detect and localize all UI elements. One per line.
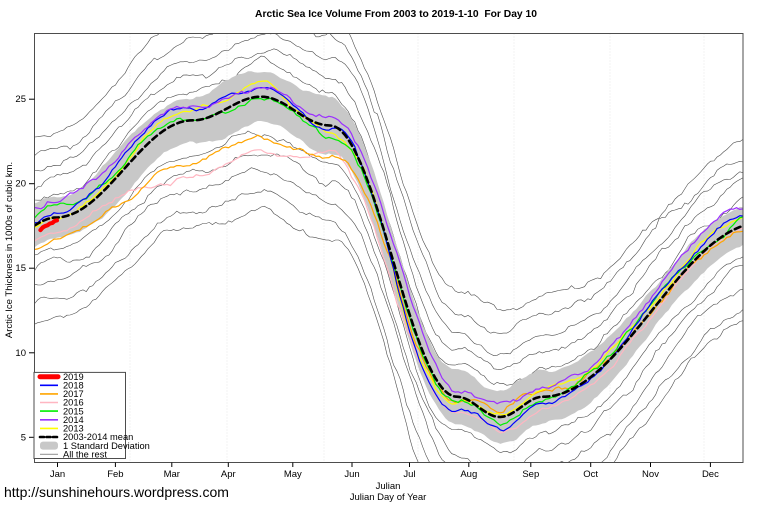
svg-text:Sep: Sep <box>522 469 539 480</box>
svg-text:Jul: Jul <box>403 469 415 480</box>
svg-text:Apr: Apr <box>221 469 236 480</box>
svg-text:15: 15 <box>15 263 26 274</box>
svg-text:Julian: Julian <box>376 481 401 492</box>
svg-text:Feb: Feb <box>107 469 123 480</box>
svg-text:May: May <box>284 469 302 480</box>
svg-text:Jan: Jan <box>50 469 65 480</box>
svg-text:Julian Day of Year: Julian Day of Year <box>350 492 427 503</box>
svg-text:Oct: Oct <box>583 469 598 480</box>
svg-text:All the rest: All the rest <box>63 449 107 459</box>
svg-text:Arctic Ice Thickness in 1000s: Arctic Ice Thickness in 1000s of cubic k… <box>4 162 15 338</box>
svg-text:Mar: Mar <box>164 469 180 480</box>
svg-text:Dec: Dec <box>702 469 719 480</box>
svg-text:25: 25 <box>15 94 26 105</box>
svg-text:20: 20 <box>15 179 26 190</box>
svg-text:5: 5 <box>21 432 26 443</box>
svg-text:Jun: Jun <box>344 469 359 480</box>
svg-text:Aug: Aug <box>460 469 477 480</box>
svg-text:Nov: Nov <box>642 469 659 480</box>
svg-text:10: 10 <box>15 348 26 359</box>
svg-text:Arctic Sea Ice Volume From 200: Arctic Sea Ice Volume From 2003 to 2019-… <box>255 9 537 20</box>
